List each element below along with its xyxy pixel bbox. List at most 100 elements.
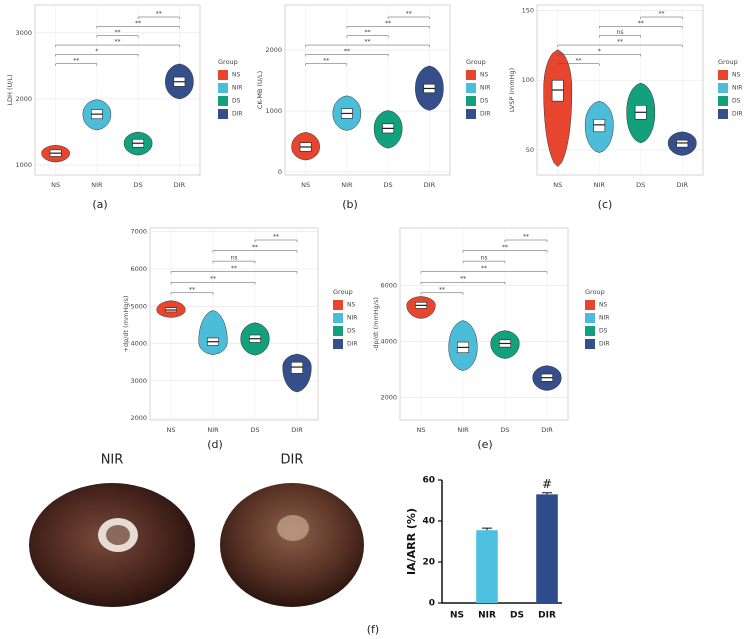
significance-label: **	[481, 265, 487, 272]
significance-label: **	[502, 244, 508, 251]
legend-swatch	[333, 300, 343, 310]
y-tick-label: 0	[429, 599, 435, 609]
x-tick-label: NIR	[478, 611, 496, 621]
significance-label: ns	[617, 29, 624, 36]
legend-label: NS	[480, 72, 488, 79]
significance-bracket	[254, 239, 298, 242]
legend-label: NS	[347, 302, 355, 309]
panel-label: (c)	[598, 198, 613, 211]
y-axis-label: +dp/dt (mmHg/s)	[122, 296, 130, 353]
legend-swatch	[718, 70, 728, 80]
annotation: #	[542, 477, 552, 491]
significance-bracket	[137, 16, 180, 19]
y-axis-label: -dp/dt (mmHg/s)	[372, 297, 380, 351]
significance-label: **	[252, 244, 258, 251]
x-tick-label: DS	[134, 181, 143, 189]
legend-label: DIR	[480, 111, 491, 118]
legend-label: DS	[347, 328, 356, 335]
significance-label: **	[365, 39, 371, 46]
significance-label: **	[115, 39, 121, 46]
y-tick-label: 2000	[380, 394, 397, 402]
significance-bracket	[504, 239, 548, 242]
significance-bracket	[640, 16, 683, 19]
box	[676, 139, 689, 148]
image-label: DIR	[281, 453, 304, 468]
y-tick-label: 1000	[265, 107, 282, 115]
y-tick-label: 3000	[130, 377, 147, 385]
y-tick-label: 2000	[15, 95, 32, 103]
y-tick-label: 0	[278, 168, 282, 176]
significance-label: ns	[231, 255, 238, 262]
heart-photo	[29, 483, 195, 607]
violin	[198, 310, 228, 356]
significance-label: **	[344, 48, 350, 55]
legend-swatch	[585, 339, 595, 349]
legend-label: NIR	[732, 85, 742, 92]
legend-label: DIR	[732, 111, 743, 118]
significance-bracket	[387, 16, 430, 19]
x-tick-label: DIR	[541, 426, 553, 434]
x-tick-label: DS	[636, 181, 645, 189]
significance-bracket	[170, 281, 256, 285]
legend-title: Group	[218, 58, 238, 66]
bar	[476, 530, 498, 603]
significance-bracket	[305, 54, 389, 57]
y-tick-label: 40	[422, 517, 435, 527]
y-tick-label: 100	[522, 76, 534, 84]
y-tick-label: 4000	[130, 340, 147, 348]
significance-bracket	[599, 35, 641, 38]
legend-swatch	[466, 70, 476, 80]
significance-label: **	[135, 20, 141, 27]
legend-label: DS	[480, 98, 489, 105]
significance-label: **	[576, 57, 582, 64]
x-tick-label: NIR	[91, 181, 103, 189]
significance-bracket	[599, 26, 683, 29]
y-tick-label: 4000	[380, 338, 397, 346]
y-tick-label: 2000	[130, 414, 147, 422]
legend-swatch	[333, 326, 343, 336]
y-tick-label: 2000	[265, 46, 282, 54]
y-axis-label: LVSP (mmHg)	[508, 68, 516, 112]
legend-label: NS	[599, 302, 607, 309]
legend-label: DIR	[599, 341, 610, 348]
legend-swatch	[466, 83, 476, 93]
x-tick-label: NS	[417, 426, 426, 434]
significance-label: **	[73, 57, 79, 64]
y-tick-label: 60	[422, 476, 435, 486]
x-tick-label: DS	[250, 426, 259, 434]
x-tick-label: DS	[500, 426, 509, 434]
legend-label: DIR	[347, 341, 358, 348]
x-tick-label: NIR	[207, 426, 219, 434]
significance-bracket	[305, 44, 430, 48]
heart-photo	[220, 483, 364, 607]
panel-label: (e)	[477, 438, 492, 451]
y-tick-label: 5000	[130, 302, 147, 310]
significance-label: **	[460, 276, 466, 283]
x-tick-label: NIR	[457, 426, 469, 434]
legend-swatch	[585, 313, 595, 323]
x-tick-label: NS	[553, 181, 562, 189]
legend-swatch	[333, 339, 343, 349]
significance-label: **	[189, 286, 195, 293]
y-axis-label: CK-MB (U/L)	[256, 71, 264, 109]
y-tick-label: 7000	[130, 228, 147, 236]
y-tick-label: 6000	[130, 265, 147, 273]
legend-label: NIR	[347, 315, 357, 322]
x-tick-label: NS	[167, 426, 176, 434]
legend-label: NIR	[232, 85, 242, 92]
image-label: NIR	[101, 453, 124, 468]
significance-label: *	[95, 48, 98, 55]
legend-label: DS	[732, 98, 741, 105]
x-tick-label: DS	[384, 181, 393, 189]
x-tick-label: NS	[450, 611, 464, 621]
x-tick-label: DIR	[677, 181, 689, 189]
significance-label: **	[273, 234, 279, 241]
legend-swatch	[333, 313, 343, 323]
x-tick-label: NS	[301, 181, 310, 189]
legend-swatch	[718, 109, 728, 119]
significance-label: **	[231, 265, 237, 272]
y-tick-label: 1000	[15, 161, 32, 169]
significance-label: **	[617, 39, 623, 46]
legend-label: NS	[732, 72, 740, 79]
significance-label: **	[659, 11, 665, 18]
